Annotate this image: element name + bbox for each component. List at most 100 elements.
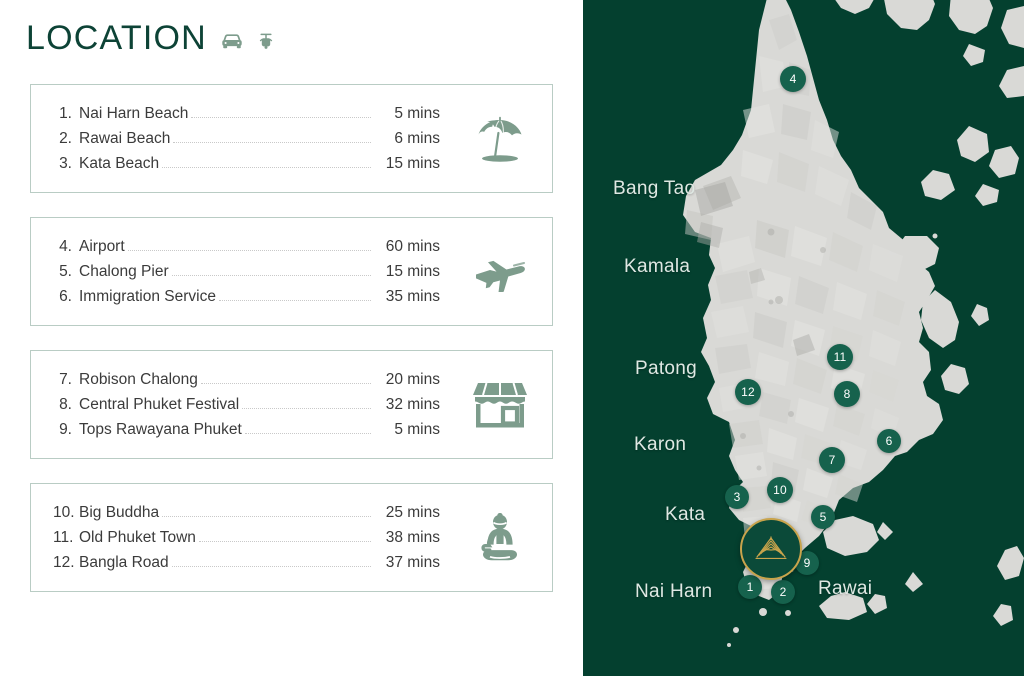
item-number: 6. (59, 287, 72, 305)
card-rows: 4. Airport 60 mins 5. Chalong Pier 15 mi… (53, 238, 448, 306)
location-card-shopping[interactable]: 7. Robison Chalong 20 mins 8. Central Ph… (30, 350, 553, 459)
item-name: Tops Rawayana Phuket (79, 420, 242, 438)
item-name: Chalong Pier (79, 262, 169, 280)
item-name: Rawai Beach (79, 129, 171, 147)
airplane-icon (448, 252, 552, 292)
item-number: 8. (59, 395, 72, 413)
leader-dots (162, 166, 371, 168)
item-number: 9. (59, 420, 72, 438)
item-name: Kata Beach (79, 154, 160, 172)
map-marker-1[interactable]: 1 (738, 575, 762, 599)
item-duration: 5 mins (394, 104, 440, 122)
item-name: Robison Chalong (79, 370, 198, 388)
list-item: 9. Tops Rawayana Phuket 5 mins (53, 421, 440, 439)
item-name: Airport (79, 237, 125, 255)
list-item: 4. Airport 60 mins (53, 238, 440, 256)
list-item: 10. Big Buddha 25 mins (53, 504, 440, 522)
map-marker-11[interactable]: 11 (827, 344, 853, 370)
storefront-icon (448, 379, 552, 431)
item-number: 12. (53, 553, 75, 571)
beach-umbrella-icon (448, 111, 552, 167)
page-title: LOCATION (26, 19, 207, 57)
list-item: 8. Central Phuket Festival 32 mins (53, 396, 440, 414)
item-number: 4. (59, 237, 72, 255)
map-label-patong: Patong (635, 358, 698, 379)
list-item: 2. Rawai Beach 6 mins (53, 130, 440, 148)
card-rows: 7. Robison Chalong 20 mins 8. Central Ph… (53, 371, 448, 439)
car-icon (221, 33, 243, 49)
resort-logo-icon (751, 531, 791, 568)
list-item: 3. Kata Beach 15 mins (53, 155, 440, 173)
list-item: 5. Chalong Pier 15 mins (53, 263, 440, 281)
header-icon-group (221, 26, 275, 50)
map-marker-3[interactable]: 3 (725, 485, 749, 509)
leader-dots (200, 382, 371, 384)
item-number: 1. (59, 104, 72, 122)
map-label-kamala: Kamala (624, 256, 691, 277)
item-name: Immigration Service (79, 287, 216, 305)
item-duration: 20 mins (385, 370, 440, 388)
leader-dots (127, 249, 371, 251)
item-duration: 5 mins (394, 420, 440, 438)
leader-dots (198, 540, 371, 542)
map-label-rawai: Rawai (818, 578, 873, 599)
leader-dots (191, 116, 371, 118)
map-marker-2[interactable]: 2 (771, 580, 795, 604)
item-name: Big Buddha (79, 503, 160, 521)
map-marker-12[interactable]: 12 (735, 379, 761, 405)
item-number: 2. (59, 129, 72, 147)
item-duration: 37 mins (385, 553, 440, 571)
leader-dots (171, 565, 371, 567)
map-marker-7[interactable]: 7 (819, 447, 845, 473)
map-label-kata: Kata (665, 504, 706, 525)
map-label-bang-tao: Bang Tao (613, 178, 696, 199)
page-header: LOCATION (0, 0, 583, 62)
phuket-map[interactable]: Bang Tao Kamala Patong Karon Kata Nai Ha… (583, 0, 1024, 676)
location-card-beaches[interactable]: 1. Nai Harn Beach 5 mins 2. Rawai Beach … (30, 84, 553, 193)
item-duration: 15 mins (385, 154, 440, 172)
item-duration: 32 mins (385, 395, 440, 413)
item-number: 5. (59, 262, 72, 280)
map-marker-8[interactable]: 8 (834, 381, 860, 407)
item-duration: 15 mins (385, 262, 440, 280)
leader-dots (173, 141, 371, 143)
item-name: Old Phuket Town (79, 528, 196, 546)
leader-dots (244, 432, 371, 434)
list-item: 1. Nai Harn Beach 5 mins (53, 105, 440, 123)
item-number: 10. (53, 503, 75, 521)
list-item: 7. Robison Chalong 20 mins (53, 371, 440, 389)
map-marker-10[interactable]: 10 (767, 477, 793, 503)
location-card-transport[interactable]: 4. Airport 60 mins 5. Chalong Pier 15 mi… (30, 217, 553, 326)
leader-dots (171, 274, 371, 276)
item-number: 11. (53, 528, 74, 546)
card-rows: 10. Big Buddha 25 mins 11. Old Phuket To… (53, 504, 448, 572)
item-duration: 60 mins (385, 237, 440, 255)
leader-dots (162, 515, 371, 517)
item-number: 3. (59, 154, 72, 172)
map-marker-5[interactable]: 5 (811, 505, 835, 529)
leader-dots (242, 407, 371, 409)
item-duration: 38 mins (385, 528, 440, 546)
item-duration: 6 mins (394, 129, 440, 147)
list-item: 12. Bangla Road 37 mins (53, 554, 440, 572)
item-name: Nai Harn Beach (79, 104, 189, 122)
map-marker-4[interactable]: 4 (780, 66, 806, 92)
scooter-icon (257, 32, 275, 50)
item-name: Central Phuket Festival (79, 395, 240, 413)
map-marker-6[interactable]: 6 (877, 429, 901, 453)
location-card-attractions[interactable]: 10. Big Buddha 25 mins 11. Old Phuket To… (30, 483, 553, 592)
list-item: 11. Old Phuket Town 38 mins (53, 529, 440, 547)
item-name: Bangla Road (79, 553, 169, 571)
map-label-karon: Karon (634, 434, 687, 455)
item-duration: 35 mins (385, 287, 440, 305)
item-duration: 25 mins (385, 503, 440, 521)
card-rows: 1. Nai Harn Beach 5 mins 2. Rawai Beach … (53, 105, 448, 173)
leader-dots (218, 299, 371, 301)
map-label-nai-harn: Nai Harn (635, 581, 713, 602)
list-item: 6. Immigration Service 35 mins (53, 288, 440, 306)
left-panel: LOCATION (0, 0, 583, 592)
resort-logo-marker[interactable] (740, 518, 802, 580)
item-number: 7. (59, 370, 72, 388)
buddha-icon (448, 510, 552, 566)
